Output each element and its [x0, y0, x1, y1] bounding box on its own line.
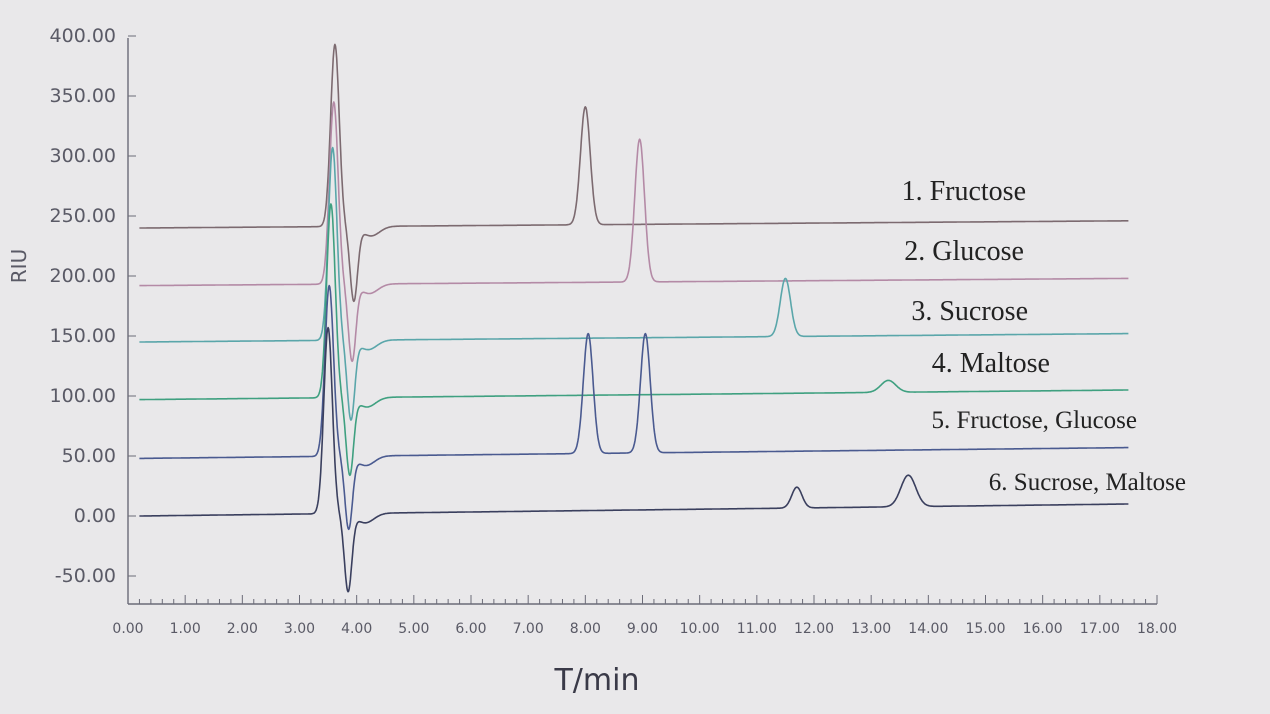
x-tick-label: 0.00 — [112, 621, 143, 637]
y-tick-label: 50.00 — [62, 445, 116, 467]
series-line-2 — [139, 101, 1129, 363]
y-tick-label: 250.00 — [50, 205, 116, 227]
x-tick-label: 7.00 — [513, 621, 544, 637]
y-tick-label: 100.00 — [50, 385, 116, 407]
x-tick-label: 12.00 — [794, 621, 834, 637]
x-tick-label: 3.00 — [284, 621, 315, 637]
x-tick-label: 11.00 — [737, 621, 777, 637]
legend-entry-1: 1. Fructose — [902, 176, 1026, 207]
x-tick-label: 18.00 — [1137, 621, 1177, 637]
legend-entry-6: 6. Sucrose, Maltose — [989, 469, 1186, 496]
x-tick-label: 14.00 — [908, 621, 948, 637]
x-tick-label: 2.00 — [227, 621, 258, 637]
legend-entry-3: 3. Sucrose — [911, 296, 1028, 327]
y-axis-label: RIU — [7, 249, 31, 283]
legend-entry-2: 2. Glucose — [904, 236, 1024, 267]
series-line-3 — [139, 146, 1129, 421]
x-tick-label: 4.00 — [341, 621, 372, 637]
x-tick-label: 9.00 — [627, 621, 658, 637]
x-tick-label: 5.00 — [398, 621, 429, 637]
x-tick-label: 15.00 — [965, 621, 1005, 637]
y-tick-label: 150.00 — [50, 325, 116, 347]
x-tick-label: 13.00 — [851, 621, 891, 637]
legend: 1. Fructose 2. Glucose 3. Sucrose 4. Maltos… — [902, 176, 1186, 496]
y-tick-label: 300.00 — [50, 145, 116, 167]
axes: 0.00 1.00 2.00 3.00 4.00 5.00 6.00 7.00 8.00 9.00… — [50, 25, 1178, 637]
traces — [139, 43, 1129, 593]
y-tick-label: 350.00 — [50, 85, 116, 107]
series-line-5 — [139, 284, 1129, 531]
x-tick-label: 8.00 — [570, 621, 601, 637]
y-tick-label: -50.00 — [55, 565, 116, 587]
y-tick-label: 200.00 — [50, 265, 116, 287]
x-tick-label: 17.00 — [1080, 621, 1120, 637]
series-line-4 — [139, 203, 1129, 477]
x-axis-label: T/min — [553, 663, 639, 698]
x-tick-label: 6.00 — [455, 621, 486, 637]
legend-entry-4: 4. Maltose — [932, 348, 1050, 379]
y-tick-label: 400.00 — [50, 25, 116, 47]
legend-entry-5: 5. Fructose, Glucose — [931, 407, 1137, 434]
x-tick-label: 10.00 — [680, 621, 720, 637]
x-tick-label: 16.00 — [1023, 621, 1063, 637]
x-tick-label: 1.00 — [170, 621, 201, 637]
y-tick-label: 0.00 — [74, 505, 116, 527]
series-line-6 — [139, 326, 1129, 593]
